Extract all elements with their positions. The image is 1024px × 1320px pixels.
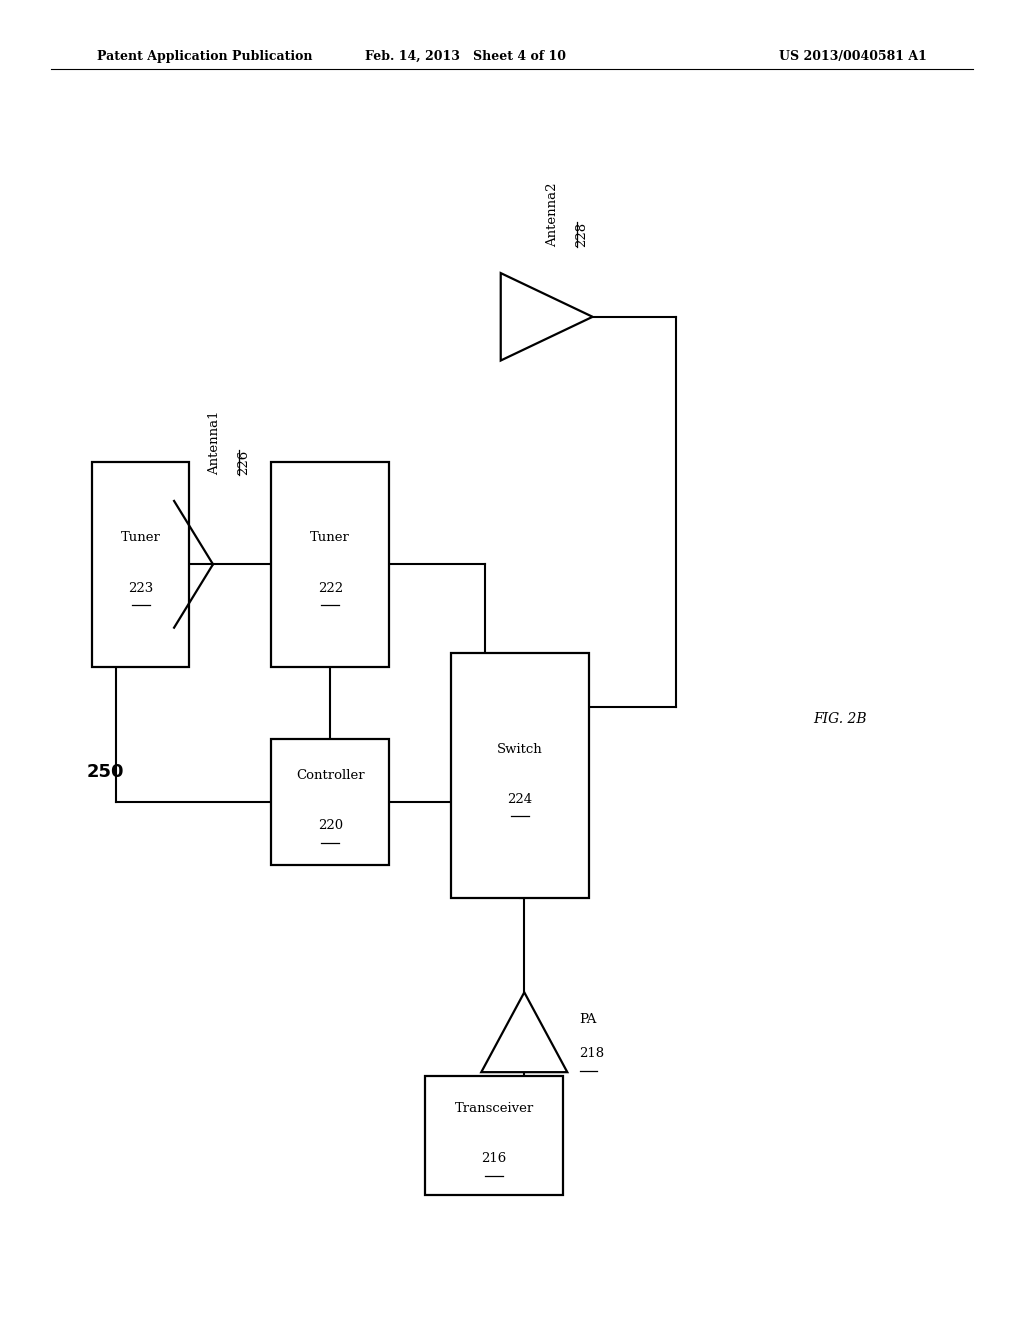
Bar — [425, 1076, 563, 1195]
Text: 250: 250 — [87, 763, 125, 781]
Text: Patent Application Publication: Patent Application Publication — [97, 50, 312, 63]
Text: 220: 220 — [317, 820, 343, 832]
Text: 226: 226 — [238, 449, 250, 474]
Text: Controller: Controller — [296, 770, 365, 781]
Text: 224: 224 — [507, 793, 532, 805]
Text: PA: PA — [580, 1012, 597, 1026]
Text: 218: 218 — [580, 1047, 605, 1060]
Bar — [271, 739, 389, 865]
Bar — [92, 462, 189, 667]
Text: 216: 216 — [481, 1152, 507, 1166]
Text: Antenna2: Antenna2 — [547, 182, 559, 247]
Text: 228: 228 — [575, 222, 588, 247]
Text: Tuner: Tuner — [310, 532, 350, 544]
Text: US 2013/0040581 A1: US 2013/0040581 A1 — [779, 50, 927, 63]
Text: Feb. 14, 2013   Sheet 4 of 10: Feb. 14, 2013 Sheet 4 of 10 — [366, 50, 566, 63]
Text: 222: 222 — [317, 582, 343, 594]
Bar — [451, 653, 589, 898]
Text: 223: 223 — [128, 582, 154, 594]
Text: Switch: Switch — [497, 743, 543, 755]
Text: Tuner: Tuner — [121, 532, 161, 544]
Text: Antenna1: Antenna1 — [209, 411, 221, 474]
Text: Transceiver: Transceiver — [455, 1102, 534, 1115]
Bar — [271, 462, 389, 667]
Text: FIG. 2B: FIG. 2B — [813, 713, 866, 726]
